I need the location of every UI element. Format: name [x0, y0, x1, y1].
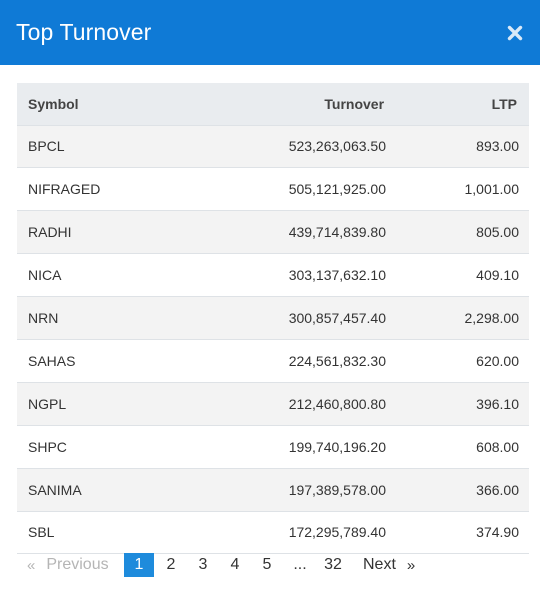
cell-symbol: NGPL — [28, 395, 67, 412]
pagination-page-4[interactable]: 4 — [230, 556, 240, 573]
table-row[interactable]: SHPC 199,740,196.20 608.00 — [17, 425, 529, 469]
cell-ltp: 2,298.00 — [464, 310, 520, 326]
pagination-page-5[interactable]: 5 — [262, 556, 272, 573]
pagination-page-1[interactable]: 1 — [124, 553, 154, 577]
pagination-ellipsis: ... — [293, 556, 307, 573]
pagination-next-label: Next — [363, 556, 396, 573]
double-chevron-right-icon: » — [406, 556, 416, 574]
modal-title: Top Turnover — [16, 19, 152, 45]
pagination-next[interactable]: Next » — [349, 553, 415, 577]
turnover-table-container: Symbol Turnover LTP BPCL 523,263,063.50 89… — [17, 83, 529, 554]
table-row[interactable]: BPCL 523,263,063.50 893.00 — [17, 125, 529, 168]
cell-symbol: NICA — [28, 267, 62, 284]
close-button[interactable] — [502, 20, 528, 46]
cell-ltp: 366.00 — [476, 481, 519, 498]
cell-symbol: BPCL — [28, 138, 65, 155]
cell-turnover: 439,714,839.80 — [288, 224, 387, 241]
cell-ltp: 396.10 — [476, 395, 519, 412]
cell-symbol: NIFRAGED — [28, 181, 101, 198]
table-row[interactable]: SAHAS 224,561,832.30 620.00 — [17, 339, 529, 383]
cell-ltp: 608.00 — [476, 438, 519, 455]
cell-ltp: 1,001.00 — [464, 181, 520, 198]
cell-turnover: 303,137,632.10 — [288, 267, 387, 284]
close-icon — [507, 25, 523, 40]
pagination-page-2[interactable]: 2 — [166, 556, 176, 573]
table-row[interactable]: SBL 172,295,789.40 374.90 — [17, 511, 529, 554]
column-header-turnover[interactable]: Turnover — [179, 83, 404, 126]
table-row[interactable]: NRN 300,857,457.40 2,298.00 — [17, 296, 529, 340]
cell-turnover: 224,561,832.30 — [288, 352, 387, 369]
column-header-ltp[interactable]: LTP — [403, 83, 529, 126]
pagination: « Previous 1 2 3 4 5 ... 32 Next » — [17, 553, 415, 577]
cell-ltp: 893.00 — [476, 138, 519, 155]
cell-turnover: 212,460,800.80 — [288, 395, 387, 412]
column-header-symbol[interactable]: Symbol — [17, 83, 180, 126]
cell-symbol: SANIMA — [28, 481, 82, 498]
table-row[interactable]: NIFRAGED 505,121,925.00 1,001.00 — [17, 167, 529, 211]
pagination-previous-label: Previous — [46, 556, 109, 573]
cell-symbol: NRN — [28, 310, 59, 326]
header-row: Symbol Turnover LTP — [17, 83, 529, 126]
pagination-page-last[interactable]: 32 — [324, 556, 342, 573]
cell-ltp: 805.00 — [476, 224, 519, 241]
pagination-page-3[interactable]: 3 — [198, 556, 208, 573]
cell-ltp: 620.00 — [476, 352, 519, 369]
cell-symbol: RADHI — [28, 224, 72, 241]
modal-header: Top Turnover — [0, 0, 540, 65]
cell-symbol: SBL — [28, 524, 55, 541]
table-body: BPCL 523,263,063.50 893.00 NIFRAGED 505,121,… — [17, 125, 529, 554]
table-row[interactable]: NICA 303,137,632.10 409.10 — [17, 253, 529, 297]
table-row[interactable]: RADHI 439,714,839.80 805.00 — [17, 210, 529, 254]
cell-turnover: 172,295,789.40 — [288, 524, 387, 541]
cell-turnover: 197,389,578.00 — [288, 481, 387, 498]
cell-ltp: 409.10 — [476, 267, 519, 284]
pagination-previous[interactable]: « Previous — [17, 553, 120, 577]
cell-symbol: SAHAS — [28, 352, 76, 369]
cell-turnover: 523,263,063.50 — [288, 138, 387, 155]
double-chevron-left-icon: « — [27, 556, 36, 574]
table-header: Symbol Turnover LTP — [17, 83, 529, 126]
cell-turnover: 300,857,457.40 — [288, 310, 387, 326]
cell-turnover: 199,740,196.20 — [288, 438, 387, 455]
table-row[interactable]: NGPL 212,460,800.80 396.10 — [17, 382, 529, 426]
turnover-table: Symbol Turnover LTP BPCL 523,263,063.50 89… — [17, 83, 529, 554]
table-row[interactable]: SANIMA 197,389,578.00 366.00 — [17, 468, 529, 512]
cell-symbol: SHPC — [28, 438, 67, 455]
cell-turnover: 505,121,925.00 — [288, 181, 387, 198]
cell-ltp: 374.90 — [476, 524, 519, 541]
